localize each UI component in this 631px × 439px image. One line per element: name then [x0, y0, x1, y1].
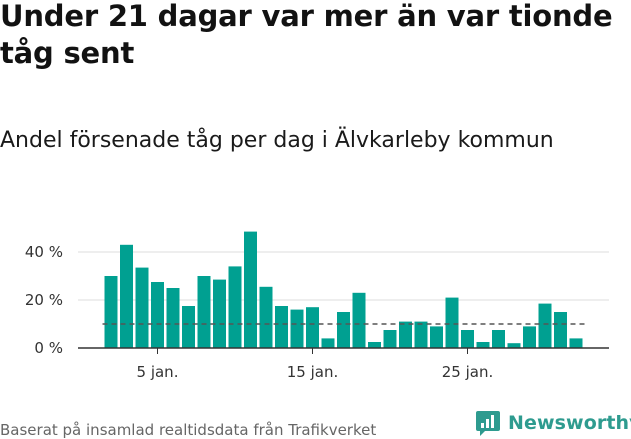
bar-chart-speech-bubble-icon [476, 410, 500, 436]
bar [135, 267, 149, 348]
bar [538, 303, 552, 348]
bar [259, 286, 273, 348]
x-tick-label: 5 jan. [137, 363, 179, 381]
x-tick-label: 25 jan. [442, 363, 494, 381]
bar [120, 244, 133, 348]
bar [213, 279, 226, 348]
bar [275, 306, 288, 348]
bar [151, 282, 164, 348]
y-tick-label: 40 % [25, 243, 63, 261]
bar [290, 309, 304, 348]
source-note: Baserat på insamlad realtidsdata från Tr… [0, 421, 377, 439]
bar [569, 338, 583, 348]
x-tick-label: 15 jan. [287, 363, 339, 381]
bar [399, 321, 412, 348]
bar [197, 276, 211, 348]
y-tick-label: 20 % [25, 291, 63, 309]
bar [182, 306, 195, 348]
bar [476, 342, 490, 348]
chart-subtitle: Andel försenade tåg per dag i Älvkarleby… [0, 128, 554, 153]
bar [104, 276, 118, 348]
chart-title: Under 21 dagar var mer än var tionde tåg… [0, 0, 613, 70]
bar [166, 288, 180, 348]
bar [554, 312, 567, 348]
bar [244, 231, 257, 348]
bar [461, 330, 474, 348]
y-axis-tick-labels: 0 % 20 % 40 % [25, 243, 63, 357]
bar [321, 338, 335, 348]
bar [445, 297, 459, 348]
bar-chart: 0 % 20 % 40 % 5 jan. 15 jan. 25 jan. [25, 231, 609, 381]
bar [228, 266, 242, 348]
bars [104, 231, 583, 348]
bar [492, 330, 505, 348]
newsworthy-logo: Newsworthy [475, 409, 631, 437]
bar [507, 343, 521, 348]
bar [352, 292, 366, 348]
bar [337, 312, 350, 348]
brand-name: Newsworthy [508, 412, 631, 434]
y-tick-label: 0 % [34, 339, 63, 357]
bar [430, 326, 443, 348]
bar [523, 326, 536, 348]
bar [414, 321, 428, 348]
bar [383, 330, 397, 348]
x-axis-tick-labels: 5 jan. 15 jan. 25 jan. [137, 348, 494, 381]
bar [368, 342, 381, 348]
bar [306, 307, 319, 348]
